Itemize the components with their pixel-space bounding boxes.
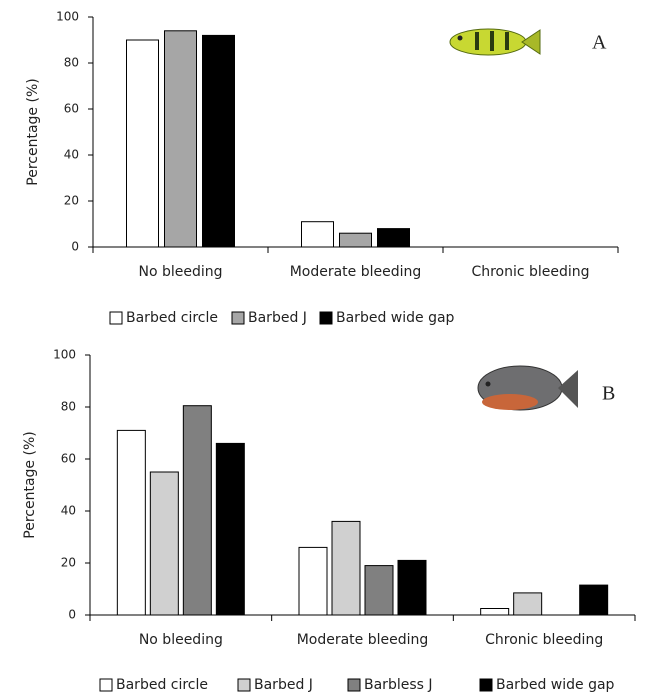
y-tick-label: 60 xyxy=(61,452,76,466)
legend-label: Barbed circle xyxy=(126,310,218,326)
legend-swatch xyxy=(348,679,360,691)
y-tick-label: 0 xyxy=(68,608,76,622)
y-tick-label: 80 xyxy=(61,400,76,414)
legend-label: Barbed J xyxy=(248,310,307,326)
legend-label: Barbed wide gap xyxy=(496,677,615,693)
annotation: A xyxy=(592,32,607,54)
bar xyxy=(150,472,178,615)
bar xyxy=(481,609,509,616)
x-tick-label: Chronic bleeding xyxy=(471,264,589,280)
y-tick-label: 80 xyxy=(64,56,79,70)
x-tick-label: No bleeding xyxy=(139,632,223,648)
x-tick-label: Moderate bleeding xyxy=(290,264,422,280)
legend-swatch xyxy=(110,312,122,324)
y-tick-label: 40 xyxy=(61,504,76,518)
y-tick-label: 100 xyxy=(56,10,79,24)
legend-label: Barbless J xyxy=(364,677,433,693)
bar xyxy=(365,566,393,615)
bar xyxy=(302,222,334,247)
legend-label: Barbed circle xyxy=(116,677,208,693)
bar xyxy=(340,233,372,247)
x-tick-label: Moderate bleeding xyxy=(297,632,429,648)
bar xyxy=(183,406,211,615)
x-tick-label: Chronic bleeding xyxy=(485,632,603,648)
annotation: B xyxy=(602,383,615,405)
bar xyxy=(398,560,426,615)
legend-swatch xyxy=(238,679,250,691)
legend-swatch xyxy=(320,312,332,324)
bar xyxy=(117,430,145,615)
bar xyxy=(580,585,608,615)
bar xyxy=(332,521,360,615)
bar xyxy=(165,31,197,247)
bar xyxy=(378,229,410,247)
fish-b xyxy=(478,366,578,410)
bar xyxy=(216,443,244,615)
legend-swatch xyxy=(100,679,112,691)
fish-a xyxy=(450,29,540,55)
legend-swatch xyxy=(480,679,492,691)
bar xyxy=(127,40,159,247)
y-axis-label: Percentage (%) xyxy=(22,431,38,538)
legend-label: Barbed wide gap xyxy=(336,310,455,326)
y-tick-label: 60 xyxy=(64,102,79,116)
y-tick-label: 40 xyxy=(64,148,79,162)
y-tick-label: 20 xyxy=(61,556,76,570)
x-tick-label: No bleeding xyxy=(138,264,222,280)
legend-swatch xyxy=(232,312,244,324)
bar xyxy=(203,35,235,247)
y-tick-label: 0 xyxy=(71,240,79,254)
bar xyxy=(514,593,542,615)
legend-label: Barbed J xyxy=(254,677,313,693)
y-tick-label: 100 xyxy=(53,348,76,362)
y-axis-label: Percentage (%) xyxy=(25,78,41,185)
bar xyxy=(299,547,327,615)
figure: 0 20 40 60 80 100 Percentage (%) A No bleeding Mo… xyxy=(0,0,650,695)
y-tick-label: 20 xyxy=(64,194,79,208)
